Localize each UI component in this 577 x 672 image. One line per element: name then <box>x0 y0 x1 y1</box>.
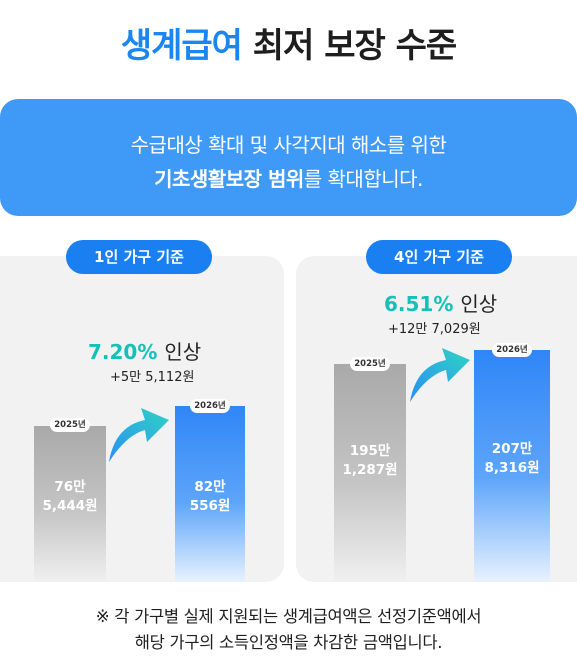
title-highlight: 생계급여 <box>120 26 243 66</box>
footnote-line-1: ※ 각 가구별 실제 지원되는 생계급여액은 선정기준액에서 <box>95 607 482 626</box>
bar-2026-amount-line1: 82만 <box>194 479 226 495</box>
year-tag-2025: 2025년 <box>350 357 390 371</box>
panel-four-person-household: 4인 가구 기준 6.51% 인상 +12만 7,029원 195만 1,287… <box>296 240 577 582</box>
increase-percent-value: 7.20% <box>88 340 158 364</box>
panel-label-pill: 4인 가구 기준 <box>366 240 512 274</box>
increase-word: 인상 <box>460 292 498 316</box>
increase-percent-value: 6.51% <box>384 292 454 316</box>
increase-amount: +12만 7,029원 <box>388 322 481 337</box>
bar-2025: 195만 1,287원 <box>334 364 406 582</box>
footnote-line-2: 해당 가구의 소득인정액을 차감한 금액입니다. <box>134 633 443 652</box>
bar-2026: 82만 556원 <box>175 406 245 582</box>
bar-2026-amount-line1: 207만 <box>491 441 533 457</box>
bar-2025-amount-line1: 195만 <box>349 443 391 459</box>
up-arrow-icon <box>410 348 470 402</box>
increase-percent: 6.51% 인상 <box>384 288 497 317</box>
bar-2025-amount-line2: 1,287원 <box>342 462 398 478</box>
bar-2025-amount-line1: 76만 <box>54 479 86 495</box>
banner-line-1: 수급대상 확대 및 사각지대 해소를 위한 <box>130 133 447 157</box>
increase-amount: +5만 5,112원 <box>110 370 195 385</box>
banner-emphasis: 기초생활보장 범위 <box>154 167 304 191</box>
bar-2026-amount-line2: 556원 <box>189 498 231 514</box>
banner-line-2: 기초생활보장 범위를 확대합니다. <box>0 163 577 192</box>
bar-2025: 76만 5,444원 <box>34 426 106 582</box>
up-arrow-icon <box>109 408 169 462</box>
panel-label-pill: 1인 가구 기준 <box>66 240 212 274</box>
title-rest: 최저 보장 수준 <box>252 26 457 66</box>
bar-2026: 207만 8,316원 <box>474 350 550 582</box>
increase-word: 인상 <box>164 340 202 364</box>
year-tag-2026: 2026년 <box>190 399 230 413</box>
year-tag-2026: 2026년 <box>492 343 532 357</box>
bar-2025-amount-line2: 5,444원 <box>42 498 98 514</box>
banner-line-2-rest: 를 확대합니다. <box>303 167 424 191</box>
info-banner: 수급대상 확대 및 사각지대 해소를 위한 기초생활보장 범위를 확대합니다. <box>0 99 577 216</box>
page-title: 생계급여 최저 보장 수준 <box>0 18 577 67</box>
panel-single-household: 1인 가구 기준 7.20% 인상 +5만 5,112원 76만 5,444원 … <box>0 240 284 582</box>
bar-2026-amount-line2: 8,316원 <box>484 460 540 476</box>
increase-percent: 7.20% 인상 <box>88 336 201 365</box>
year-tag-2025: 2025년 <box>50 418 90 432</box>
